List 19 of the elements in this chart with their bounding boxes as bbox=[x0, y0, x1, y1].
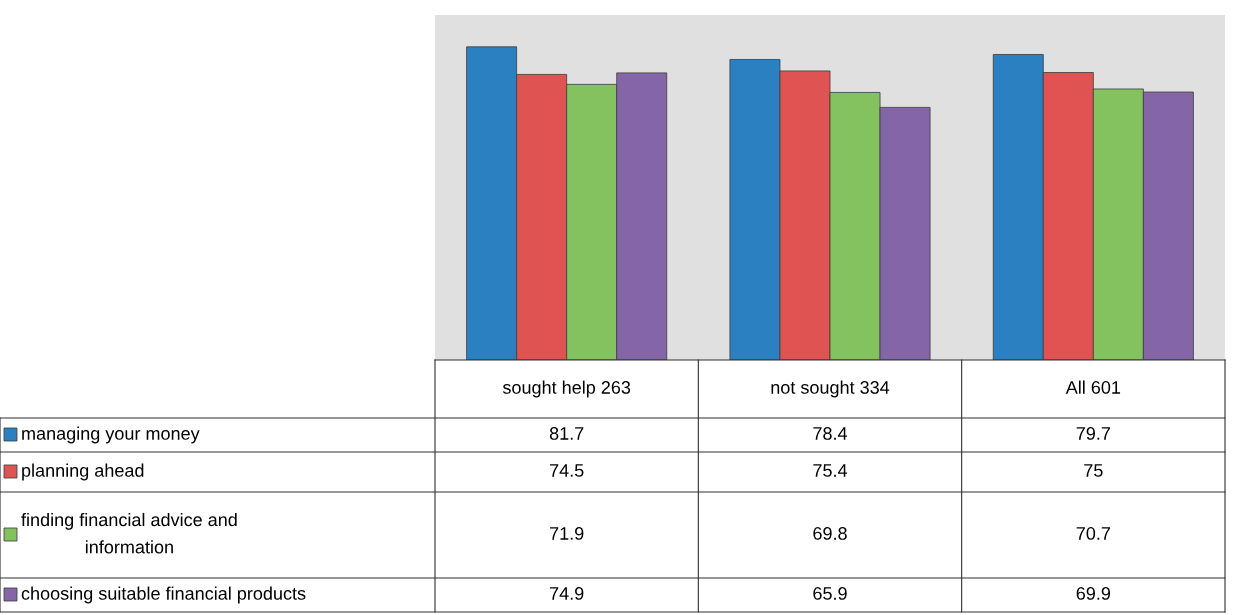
legend-label: finding financial advice and information bbox=[21, 512, 237, 554]
data-label: 69.8 bbox=[813, 527, 847, 540]
x-tick-label: not sought 334 bbox=[771, 380, 890, 398]
data-label: 81.7 bbox=[549, 427, 584, 440]
data-label: 79.7 bbox=[1076, 427, 1110, 440]
data-label: 78.4 bbox=[813, 427, 848, 440]
legend-label: choosing suitable financial products bbox=[21, 586, 306, 604]
data-label: 71.9 bbox=[550, 527, 584, 540]
data-label: 75.4 bbox=[813, 464, 848, 477]
data-label: 65.9 bbox=[813, 587, 847, 600]
data-label: 69.9 bbox=[1076, 587, 1111, 600]
x-tick-label: sought help 263 bbox=[502, 380, 631, 398]
data-label: 75 bbox=[1084, 464, 1103, 477]
data-label: 70.7 bbox=[1076, 527, 1110, 540]
data-label: 74.9 bbox=[550, 587, 584, 600]
legend-label: managing your money bbox=[22, 426, 200, 444]
x-tick-label: All 601 bbox=[1065, 380, 1121, 394]
data-label: 74.5 bbox=[550, 464, 584, 477]
legend-label: planning ahead bbox=[22, 463, 144, 481]
